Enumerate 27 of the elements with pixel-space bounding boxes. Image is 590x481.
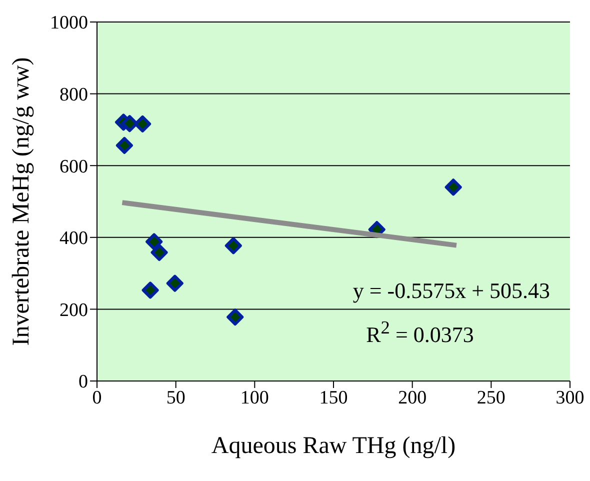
point	[134, 115, 152, 132]
point	[444, 178, 462, 196]
y-tick-label: 200	[60, 300, 88, 321]
annotation: R$^{2}$ = 0.0373	[366, 318, 474, 348]
point	[142, 282, 159, 299]
x-tick-label: 100	[240, 387, 269, 408]
point	[116, 136, 133, 154]
y-tick-label: 1000	[50, 12, 88, 34]
y-tick-label: 800	[60, 84, 88, 106]
x-tick-label: 250	[476, 387, 506, 408]
point	[166, 274, 184, 292]
x-axis-title: Aqueous Raw THg (ng/l)	[211, 433, 456, 459]
x-tick-label: 0	[92, 387, 102, 408]
x-tick-label: 200	[398, 387, 427, 408]
x-tick-label: 150	[319, 387, 348, 408]
point	[224, 237, 242, 254]
point	[121, 115, 138, 132]
annotation: y = -0.5575x + 505.43	[352, 278, 550, 303]
y-axis-title: Invertebrate MeHg (ng/g ww)	[8, 57, 35, 346]
y-tick-label: 0	[78, 372, 88, 393]
point	[146, 233, 163, 250]
y-tick-label: 600	[60, 156, 88, 178]
point	[226, 308, 244, 326]
x-tick-label: 50	[166, 387, 186, 408]
point	[150, 244, 168, 261]
y-tick-label: 400	[60, 228, 88, 250]
x-tick-label: 300	[556, 387, 584, 408]
